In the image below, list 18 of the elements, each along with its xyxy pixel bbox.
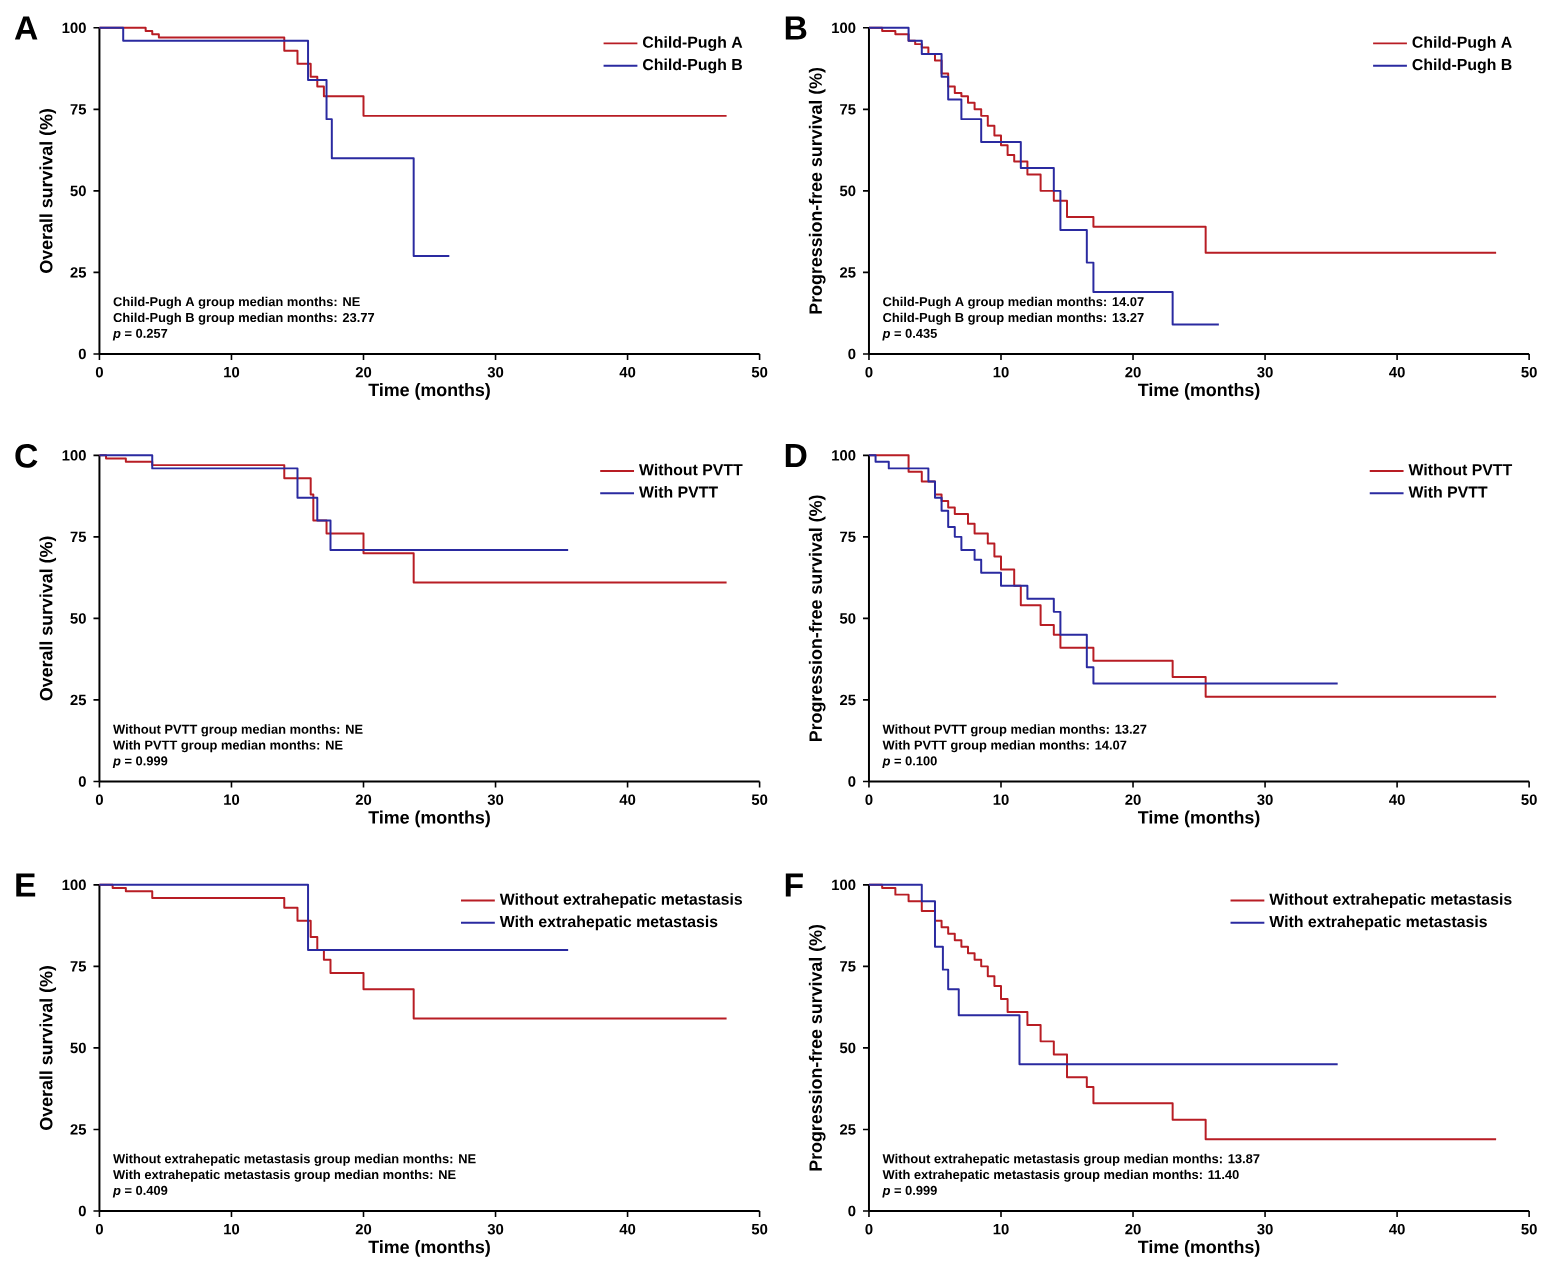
chart-title: C bbox=[15, 443, 38, 468]
x-axis-title: Time (months) bbox=[1137, 810, 1260, 827]
x-axis-title: Time (months) bbox=[1137, 1239, 1260, 1257]
chart-title: B bbox=[785, 16, 807, 40]
chart-title: E bbox=[16, 873, 36, 897]
y-axis-title: Overall survival (%) bbox=[39, 536, 57, 701]
y-axis-title: Progression-free survival (%) bbox=[808, 495, 826, 741]
x-axis-title: Time (months) bbox=[368, 382, 490, 400]
y-axis-title: Overall survival (%) bbox=[39, 965, 57, 1130]
y-axis-title: Progression-free survival (%) bbox=[808, 924, 826, 1171]
chart-title: A bbox=[14, 16, 38, 40]
x-axis-title: Time (months) bbox=[368, 810, 490, 827]
y-axis-title: Overall survival (%) bbox=[39, 108, 57, 273]
x-axis-title: Time (months) bbox=[368, 1239, 490, 1257]
chart-title: D bbox=[785, 443, 807, 467]
y-axis-title: Progression-free survival (%) bbox=[808, 67, 826, 314]
chart-title: F bbox=[785, 873, 803, 897]
x-axis-title: Time (months) bbox=[1137, 382, 1260, 400]
